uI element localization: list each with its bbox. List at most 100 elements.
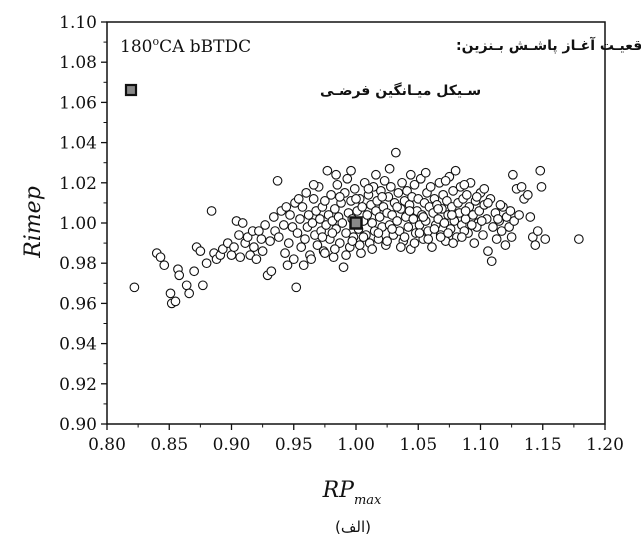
data-point bbox=[234, 230, 244, 240]
data-point bbox=[328, 252, 339, 263]
data-point bbox=[198, 280, 208, 291]
data-point bbox=[235, 252, 246, 263]
data-point bbox=[409, 179, 420, 190]
data-point bbox=[301, 188, 312, 198]
y-tick-label: 1.00 bbox=[59, 214, 97, 234]
data-point bbox=[306, 254, 317, 265]
data-point bbox=[522, 190, 533, 200]
data-point bbox=[506, 232, 517, 242]
data-point bbox=[338, 262, 349, 273]
data-point bbox=[379, 175, 390, 186]
data-point bbox=[307, 218, 318, 228]
data-point bbox=[395, 242, 406, 252]
data-point bbox=[384, 163, 395, 174]
data-point bbox=[347, 236, 358, 246]
data-point bbox=[341, 228, 351, 238]
data-point bbox=[461, 190, 472, 200]
plot-frame bbox=[106, 21, 606, 425]
data-point bbox=[486, 256, 497, 267]
data-point bbox=[397, 177, 407, 188]
data-point bbox=[514, 210, 524, 220]
y-tick-label: 1.06 bbox=[59, 93, 97, 113]
data-point bbox=[393, 188, 404, 198]
data-point bbox=[495, 200, 506, 210]
x-tick-label: 0.90 bbox=[213, 435, 251, 455]
data-point bbox=[500, 240, 511, 250]
data-point bbox=[268, 212, 279, 222]
data-point bbox=[390, 147, 401, 158]
data-point bbox=[322, 165, 333, 176]
data-point bbox=[129, 282, 140, 293]
data-point bbox=[493, 214, 503, 224]
data-point bbox=[408, 214, 419, 224]
data-point bbox=[409, 238, 420, 248]
data-point bbox=[439, 218, 450, 228]
data-point bbox=[443, 228, 453, 238]
data-point bbox=[195, 246, 206, 256]
data-point bbox=[320, 196, 330, 206]
data-point bbox=[201, 258, 212, 269]
data-point bbox=[331, 169, 341, 180]
data-point bbox=[297, 202, 308, 212]
data-point bbox=[371, 169, 381, 180]
data-point bbox=[346, 165, 356, 176]
data-point bbox=[174, 270, 185, 281]
data-point bbox=[265, 236, 275, 246]
data-point bbox=[448, 185, 458, 196]
data-point bbox=[447, 210, 457, 220]
data-point bbox=[312, 240, 323, 250]
data-point bbox=[459, 179, 470, 190]
scatter-points bbox=[129, 147, 584, 309]
data-point bbox=[327, 228, 338, 238]
data-point bbox=[483, 246, 493, 256]
data-point bbox=[155, 252, 166, 263]
data-point bbox=[332, 179, 343, 190]
data-point bbox=[282, 260, 293, 271]
data-point bbox=[386, 181, 396, 192]
data-point bbox=[256, 234, 267, 244]
injection-timing-unit: CA bBTDC bbox=[159, 37, 251, 57]
data-point bbox=[362, 210, 373, 220]
injection-timing-value: 180oCA bBTDC bbox=[120, 35, 251, 57]
data-point bbox=[293, 194, 304, 204]
data-point bbox=[450, 165, 461, 176]
data-point bbox=[349, 183, 360, 194]
data-point bbox=[283, 238, 294, 248]
data-point bbox=[491, 234, 502, 244]
data-point bbox=[337, 218, 348, 228]
y-tick-label: 1.02 bbox=[59, 174, 97, 194]
data-point bbox=[488, 222, 498, 232]
y-axis-title: Rimep bbox=[21, 186, 46, 259]
data-point bbox=[414, 228, 425, 238]
data-point bbox=[460, 206, 471, 216]
x-tick-label: 1.00 bbox=[337, 435, 375, 455]
data-point bbox=[251, 254, 262, 265]
data-point bbox=[342, 173, 353, 184]
data-point bbox=[536, 181, 547, 192]
x-axis-title-subscript: max bbox=[354, 493, 382, 508]
data-point bbox=[303, 210, 314, 220]
y-tick-label: 1.10 bbox=[59, 13, 97, 33]
data-point bbox=[373, 228, 384, 238]
data-point bbox=[237, 218, 248, 228]
x-tick-label: 0.85 bbox=[150, 435, 188, 455]
data-point bbox=[403, 222, 414, 232]
legend-label: سـیکل میـانگین فرضـی bbox=[320, 82, 481, 99]
data-point bbox=[505, 206, 516, 216]
data-point bbox=[354, 240, 365, 250]
data-point bbox=[405, 169, 416, 180]
data-point bbox=[469, 238, 480, 248]
data-point bbox=[357, 202, 368, 212]
data-point bbox=[420, 167, 431, 178]
data-point bbox=[392, 216, 402, 226]
data-point bbox=[404, 206, 415, 216]
figure-caption: (الف) bbox=[335, 518, 371, 536]
data-point bbox=[291, 282, 302, 293]
data-point bbox=[308, 179, 319, 190]
x-axis-title: RPmax bbox=[322, 478, 382, 508]
data-point bbox=[272, 175, 283, 186]
data-point bbox=[184, 288, 195, 299]
y-tick-label: 0.94 bbox=[59, 335, 97, 355]
data-point bbox=[532, 226, 543, 236]
